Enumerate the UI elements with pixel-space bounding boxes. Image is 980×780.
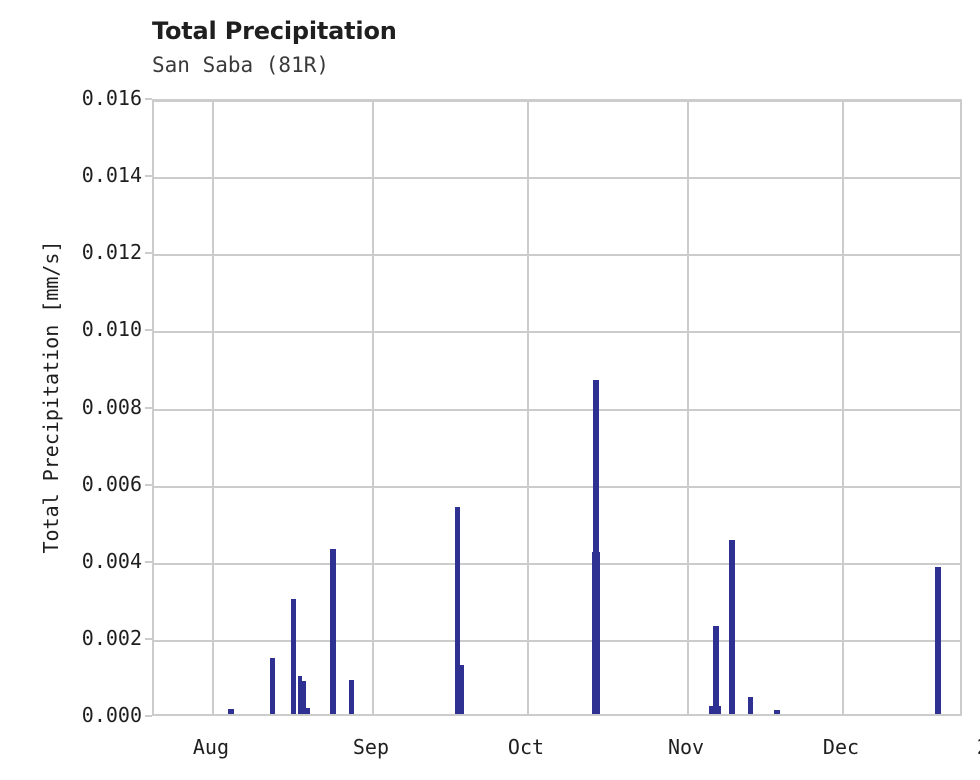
gridline-vertical (211, 101, 214, 714)
gridline-horizontal (154, 485, 960, 488)
bar (302, 681, 306, 714)
gridline-horizontal (154, 408, 960, 411)
bar (330, 548, 336, 714)
y-tick-label: 0.004 (81, 548, 142, 573)
bar (593, 380, 599, 714)
x-tick-label: Dec (822, 735, 860, 759)
x-tick-label: 2026 (977, 735, 980, 759)
y-tick-label: 0.010 (81, 317, 142, 342)
y-tick-mark (145, 715, 152, 717)
y-tick-label: 0.002 (81, 625, 142, 650)
y-tick-label: 0.016 (81, 86, 142, 110)
gridline-horizontal (154, 101, 960, 102)
y-tick-label: 0.014 (81, 163, 142, 188)
bar (459, 664, 464, 714)
page-title: Total Precipitation (152, 17, 397, 45)
y-tick-label: 0.012 (81, 240, 142, 265)
gridline-horizontal (154, 254, 960, 257)
y-tick-mark (145, 98, 152, 100)
y-tick-mark (145, 175, 152, 178)
plot-area (152, 99, 962, 716)
y-tick-mark (145, 637, 152, 640)
bar (455, 507, 461, 714)
bar (712, 626, 719, 714)
bar (269, 657, 275, 714)
bar (709, 705, 721, 714)
y-tick-mark (145, 560, 152, 563)
gridline-vertical (841, 101, 844, 714)
gridline-horizontal (154, 177, 960, 180)
bar (748, 696, 754, 714)
x-tick-label: Nov (667, 735, 705, 759)
x-tick-label: Aug (192, 735, 230, 759)
y-tick-label: 0.008 (81, 394, 142, 419)
gridline-horizontal (154, 331, 960, 334)
gridline-horizontal (154, 639, 960, 642)
y-tick-label: 0.006 (81, 471, 142, 496)
bar (773, 710, 780, 714)
y-tick-mark (145, 483, 152, 486)
bar (305, 708, 310, 714)
y-tick-mark (145, 406, 152, 409)
bar (297, 676, 302, 714)
gridline-horizontal (154, 562, 960, 565)
bar (935, 567, 941, 714)
gridline-vertical (526, 101, 529, 714)
y-axis-tick-labels: 0.000 0.002 0.004 0.006 0.008 0.010 0.012 0.014… (0, 0, 142, 780)
bar (291, 598, 297, 714)
bar (228, 709, 235, 714)
gridline-vertical (371, 101, 374, 714)
bar (592, 551, 601, 714)
chart-subtitle: San Saba (81R) (152, 53, 330, 77)
x-tick-label: Oct (507, 735, 545, 759)
y-tick-label: 0.000 (81, 703, 142, 727)
y-tick-mark (145, 329, 152, 332)
y-tick-mark (145, 252, 152, 255)
bar (729, 540, 735, 714)
x-tick-label: Sep (352, 735, 389, 759)
bar (349, 679, 355, 714)
gridline-vertical (687, 101, 690, 714)
